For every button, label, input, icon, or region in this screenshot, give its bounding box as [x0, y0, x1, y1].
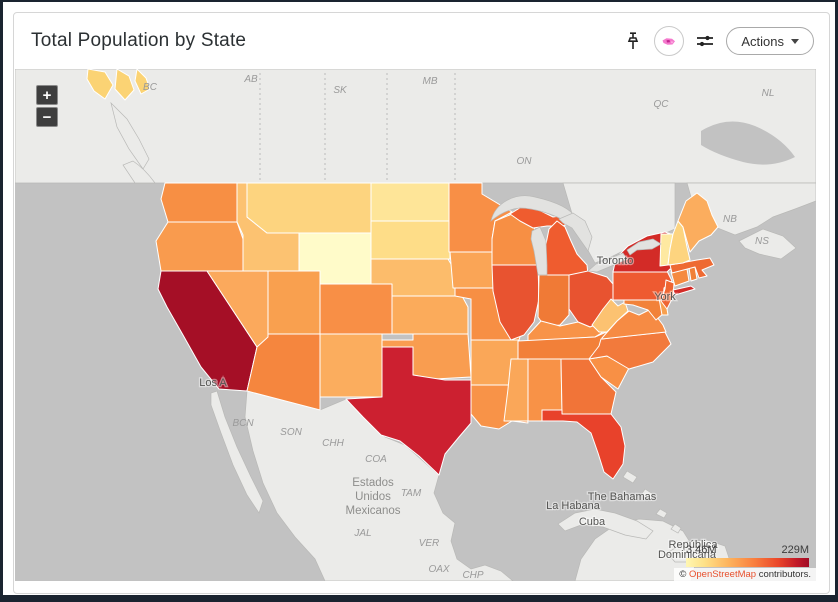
state-UT[interactable]	[267, 270, 321, 335]
choropleth-map[interactable]: BC AB SK MB ON QC NL NB NS BCN SON CHH COA TAM JAL VER O…	[15, 69, 816, 581]
city-label: República	[669, 539, 719, 551]
great-lake	[587, 252, 628, 273]
map-zoom-controls: + −	[36, 85, 58, 127]
page-title: Total Population by State	[31, 30, 247, 51]
region-label: SK	[333, 85, 348, 96]
region-label: JAL	[353, 528, 371, 539]
state-IN[interactable]	[537, 274, 570, 328]
state-MT[interactable]	[246, 182, 372, 234]
region-label: BC	[143, 82, 158, 93]
state-KS[interactable]	[391, 295, 469, 335]
city-label: Los A	[199, 377, 227, 389]
attribution-suffix: contributors.	[756, 569, 811, 580]
country-label-mexico: Mexicanos	[346, 505, 401, 517]
region-label: MB	[423, 76, 438, 87]
great-lake	[558, 212, 593, 252]
format-icon	[697, 35, 714, 47]
great-lake	[530, 226, 548, 276]
city-label: Toronto	[597, 255, 634, 267]
region-label: CHP	[462, 570, 483, 581]
window-frame: Total Population by State	[3, 2, 835, 595]
country-label-mexico: Estados	[352, 477, 394, 489]
other-country-land	[655, 508, 668, 519]
state-ND[interactable]	[370, 182, 450, 222]
other-country-land	[210, 390, 264, 514]
state-MS[interactable]	[503, 358, 529, 422]
region-label: BCN	[232, 418, 254, 429]
region-label: COA	[365, 454, 387, 465]
state-MI[interactable]	[544, 220, 589, 276]
openstreetmap-link[interactable]: OpenStreetMap	[689, 569, 757, 580]
city-label: York	[654, 291, 676, 303]
other-country-land	[122, 160, 156, 184]
gulf-of-st-lawrence	[701, 121, 795, 165]
choropleth-visualization-icon	[662, 38, 676, 45]
state-AK[interactable]	[86, 69, 151, 101]
other-country-land	[738, 228, 797, 260]
region-label: QC	[654, 99, 670, 110]
zoom-in-button[interactable]: +	[36, 85, 58, 105]
state-WA[interactable]	[160, 182, 238, 223]
legend-max-label: 229M	[781, 544, 809, 556]
dashboard-panel: Total Population by State	[13, 12, 830, 594]
great-lake	[626, 238, 662, 256]
state-FL[interactable]	[541, 409, 626, 480]
legend-min-label: 3.46M	[686, 544, 717, 556]
state-SD[interactable]	[370, 220, 451, 260]
state-CO[interactable]	[319, 283, 393, 335]
panel-toolbar: Actions	[621, 13, 814, 69]
region-label: ON	[517, 156, 533, 167]
actions-button[interactable]: Actions	[726, 27, 814, 55]
visualization-picker-button[interactable]	[654, 26, 685, 56]
panel-header: Total Population by State	[14, 13, 829, 69]
chevron-down-icon	[791, 38, 799, 44]
state-ME[interactable]	[677, 192, 719, 253]
state-NM[interactable]	[319, 333, 383, 398]
country-label-mexico: Unidos	[355, 491, 391, 503]
state-OR[interactable]	[155, 221, 244, 272]
city-label: The Bahamas	[588, 491, 657, 503]
state-WV[interactable]	[591, 298, 629, 333]
state-NYLI[interactable]	[672, 285, 696, 296]
attribution-copyright: ©	[679, 569, 689, 580]
actions-button-label: Actions	[741, 33, 784, 49]
other-country-land	[557, 508, 654, 540]
map-canvas: BC AB SK MB ON QC NL NB NS BCN SON CHH COA TAM JAL VER O…	[15, 69, 816, 581]
other-country-land	[244, 390, 514, 581]
region-label: OAX	[428, 564, 449, 575]
zoom-out-button[interactable]: −	[36, 107, 58, 127]
format-button[interactable]	[693, 27, 717, 55]
other-country-land	[15, 69, 816, 184]
other-country-land	[670, 523, 682, 534]
pin-icon	[628, 32, 639, 49]
color-legend: 3.46M 229M	[686, 544, 809, 567]
city-label: La Habana	[546, 500, 601, 512]
region-label: AB	[243, 74, 258, 85]
state-TX[interactable]	[345, 346, 472, 476]
region-label: NL	[762, 88, 775, 99]
region-label: VER	[419, 538, 440, 549]
state-IL[interactable]	[491, 264, 540, 341]
other-country-land	[640, 488, 654, 501]
other-country-land	[110, 101, 150, 170]
legend-gradient-bar	[686, 558, 809, 567]
pin-button[interactable]	[621, 27, 645, 55]
region-label: NS	[755, 236, 769, 247]
other-country-land	[622, 470, 638, 484]
region-label: TAM	[401, 488, 422, 499]
map-attribution: © OpenStreetMap contributors.	[674, 568, 816, 581]
region-label: CHH	[322, 438, 344, 449]
region-label: NB	[723, 214, 737, 225]
region-label: SON	[280, 427, 302, 438]
city-label: Cuba	[579, 516, 606, 528]
